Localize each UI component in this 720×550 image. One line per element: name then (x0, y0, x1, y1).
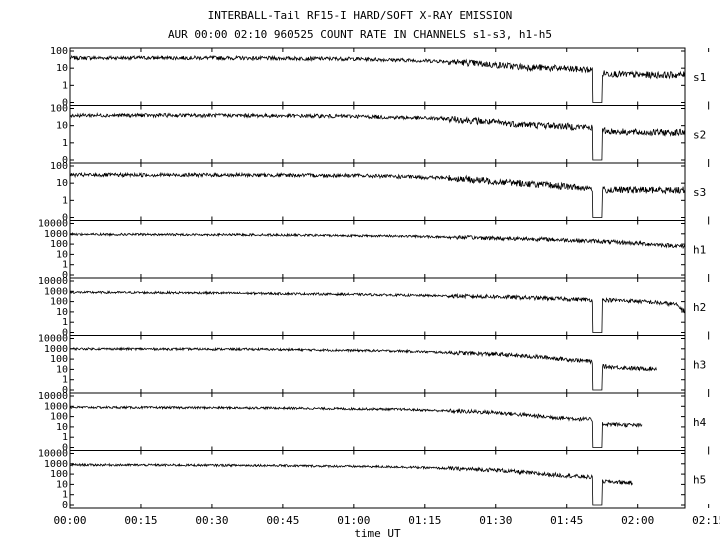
ytick-label-h5: 10 (56, 479, 68, 490)
ytick-label-h2: 10 (56, 307, 68, 318)
ytick-label-h1: 100 (50, 239, 68, 250)
xtick-label: 00:30 (195, 514, 228, 527)
series-line-s1 (69, 54, 686, 103)
xtick-label: 00:00 (53, 514, 86, 527)
series-label-h3: h3 (693, 358, 706, 371)
x-axis-label: time UT (354, 527, 401, 540)
ytick-label-h4: 10000 (38, 391, 68, 402)
ytick-label-h5: 0 (62, 500, 68, 511)
ytick-label-s3: 0 (62, 213, 68, 224)
series-label-s2: s2 (693, 128, 706, 141)
ytick-label-h3: 10 (56, 364, 68, 375)
ytick-label-h4: 100 (50, 412, 68, 423)
ytick-label-h3: 1 (62, 375, 68, 386)
ytick-label-h5: 1000 (44, 459, 68, 470)
ytick-label-s1: 0 (62, 98, 68, 109)
ytick-label-h1: 1 (62, 260, 68, 271)
ytick-label-s2: 100 (50, 104, 68, 115)
ytick-label-h1: 0 (62, 270, 68, 281)
xtick-label: 01:00 (337, 514, 370, 527)
series-label-h5: h5 (693, 473, 706, 486)
ytick-label-h4: 0 (62, 443, 68, 454)
ytick-label-h3: 0 (62, 385, 68, 396)
ytick-label-h2: 100 (50, 297, 68, 308)
series-line-s2 (69, 112, 686, 161)
ytick-label-s3: 100 (50, 161, 68, 172)
ytick-label-s1: 10 (56, 63, 68, 74)
series-line-h2 (69, 290, 685, 333)
ytick-label-h2: 0 (62, 328, 68, 339)
series-label-s1: s1 (693, 71, 706, 84)
xtick-label: 02:00 (621, 514, 654, 527)
ytick-label-s1: 1 (62, 80, 68, 91)
ytick-label-h5: 1 (62, 490, 68, 501)
xtick-label: 00:15 (124, 514, 157, 527)
chart-title: INTERBALL-Tail RF15-I HARD/SOFT X-RAY EM… (207, 9, 513, 22)
ytick-label-h3: 100 (50, 354, 68, 365)
xtick-label: 02:15 (692, 514, 720, 527)
ytick-label-h1: 1000 (44, 229, 68, 240)
xtick-label: 01:45 (550, 514, 583, 527)
series-label-h1: h1 (693, 243, 706, 256)
ytick-label-h2: 1000 (44, 286, 68, 297)
series-line-s3 (69, 171, 686, 218)
ytick-label-h2: 1 (62, 317, 68, 328)
ytick-label-h2: 10000 (38, 276, 68, 287)
ytick-label-s3: 1 (62, 195, 68, 206)
ytick-label-s2: 0 (62, 155, 68, 166)
ytick-label-h1: 10 (56, 249, 68, 260)
xtick-label: 01:15 (408, 514, 441, 527)
ytick-label-h4: 1000 (44, 401, 68, 412)
series-label-s3: s3 (693, 186, 706, 199)
ytick-label-h5: 10000 (38, 449, 68, 460)
xtick-label: 00:45 (266, 514, 299, 527)
panel-frame-h1 (69, 220, 686, 279)
ytick-label-s2: 1 (62, 138, 68, 149)
ytick-label-h3: 10000 (38, 334, 68, 345)
ytick-label-h1: 10000 (38, 219, 68, 230)
ytick-label-h3: 1000 (44, 344, 68, 355)
series-line-h4 (69, 405, 643, 448)
ytick-label-h4: 1 (62, 432, 68, 443)
series-label-h2: h2 (693, 301, 706, 314)
ytick-label-h4: 10 (56, 422, 68, 433)
xtick-label: 01:30 (479, 514, 512, 527)
series-line-h5 (69, 462, 633, 506)
panel-frame-h5 (69, 450, 686, 509)
chart-subtitle: AUR 00:00 02:10 960525 COUNT RATE IN CHA… (167, 28, 553, 41)
series-label-h4: h4 (693, 416, 707, 429)
ytick-label-s3: 10 (56, 178, 68, 189)
series-line-h3 (69, 346, 657, 391)
ytick-label-s2: 10 (56, 121, 68, 132)
ytick-label-s1: 100 (50, 46, 68, 57)
series-line-h1 (69, 231, 686, 250)
ytick-label-h5: 100 (50, 469, 68, 480)
